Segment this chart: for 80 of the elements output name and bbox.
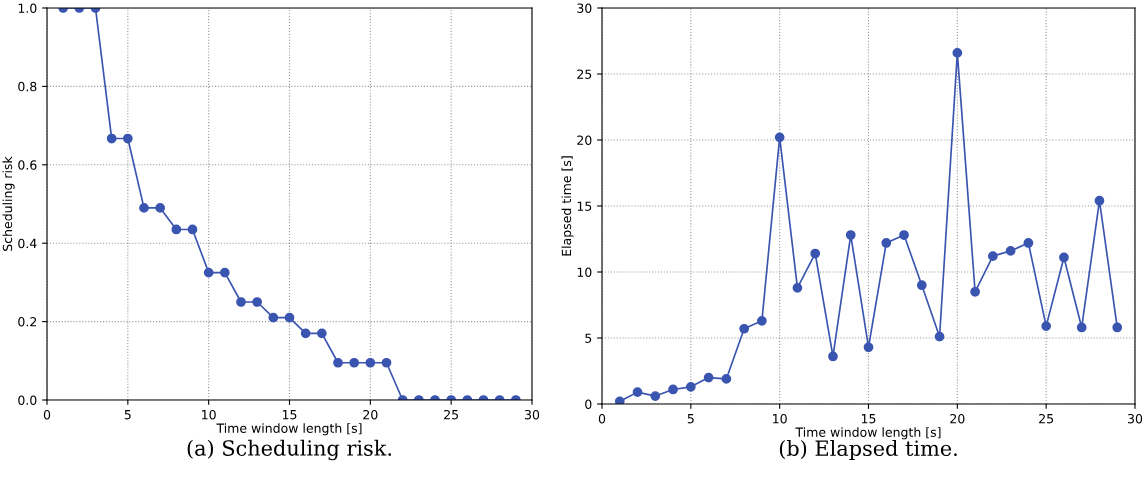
x-tick-label: 10 (202, 409, 216, 420)
x-tick-label: 10 (773, 413, 787, 424)
x-tick-label: 0 (598, 413, 606, 424)
point (268, 312, 279, 323)
point (863, 342, 874, 353)
point (1059, 252, 1069, 263)
point (300, 328, 311, 339)
point (757, 315, 767, 326)
point (650, 391, 661, 401)
point (774, 132, 785, 143)
y-tick-label: 1.0 (18, 3, 37, 13)
point (845, 230, 856, 240)
point (171, 224, 182, 235)
x-axis-title: Time window length [s] (216, 423, 362, 436)
point (155, 203, 166, 213)
point (203, 267, 214, 278)
point (139, 203, 149, 213)
point (632, 387, 643, 397)
point (988, 251, 998, 262)
y-tick-label: 10 (577, 267, 592, 277)
x-tick-label: 15 (861, 414, 876, 424)
x-tick-label: 30 (1128, 413, 1143, 424)
point (219, 267, 230, 278)
point (1112, 322, 1123, 333)
y-tick-label: 0 (585, 399, 592, 409)
x-tick-label: 20 (950, 413, 965, 424)
point (252, 297, 263, 307)
point (284, 312, 295, 323)
point (236, 297, 246, 307)
point (365, 357, 376, 368)
point (810, 248, 821, 259)
point (381, 357, 392, 368)
x-tick-label: 15 (282, 410, 297, 420)
text: (a) Scheduling risk. (187, 439, 392, 461)
point (899, 230, 909, 240)
x-tick-label: 5 (687, 414, 694, 424)
point (828, 351, 838, 362)
point (934, 331, 945, 342)
point (916, 280, 927, 291)
point (1041, 321, 1052, 331)
y-tick-label: 0.8 (18, 81, 37, 92)
x-tick-label: 5 (124, 410, 131, 420)
y-tick-label: 15 (577, 201, 592, 211)
point (1076, 322, 1087, 333)
y-tick-label: 0.6 (18, 160, 37, 170)
point (122, 133, 133, 144)
point (739, 323, 749, 334)
point (187, 224, 198, 235)
point (668, 384, 678, 395)
y-tick-label: 0.0 (18, 395, 37, 405)
x-tick-label: 25 (1039, 413, 1054, 424)
point (349, 357, 360, 368)
y-tick-label: 0.4 (18, 238, 37, 249)
y-tick-label: 5 (585, 333, 592, 343)
y-axis-title: Scheduling risk (2, 156, 15, 251)
point (952, 48, 963, 58)
x-tick-label: 0 (43, 409, 51, 420)
x-tick-label: 25 (444, 409, 459, 420)
point (703, 372, 714, 383)
y-tick-label: 0.2 (18, 317, 37, 327)
x-axis-title: Time window length [s] (795, 427, 941, 440)
point (1023, 238, 1034, 248)
y-tick-label: 20 (577, 135, 592, 145)
y-tick-label: 30 (577, 3, 592, 13)
text: (b) Elapsed time. (779, 439, 957, 461)
x-tick-label: 30 (525, 409, 540, 420)
point (106, 133, 117, 144)
point (1005, 246, 1016, 256)
point (721, 374, 732, 384)
point (881, 238, 892, 248)
point (1094, 195, 1105, 206)
y-tick-label: 25 (577, 69, 592, 79)
point (685, 381, 696, 392)
point (792, 282, 803, 293)
point (970, 286, 980, 297)
point (316, 328, 327, 339)
y-axis-title: Elapsed time [s] (561, 156, 574, 256)
point (333, 357, 343, 368)
point (614, 396, 625, 404)
x-tick-label: 20 (363, 409, 378, 420)
